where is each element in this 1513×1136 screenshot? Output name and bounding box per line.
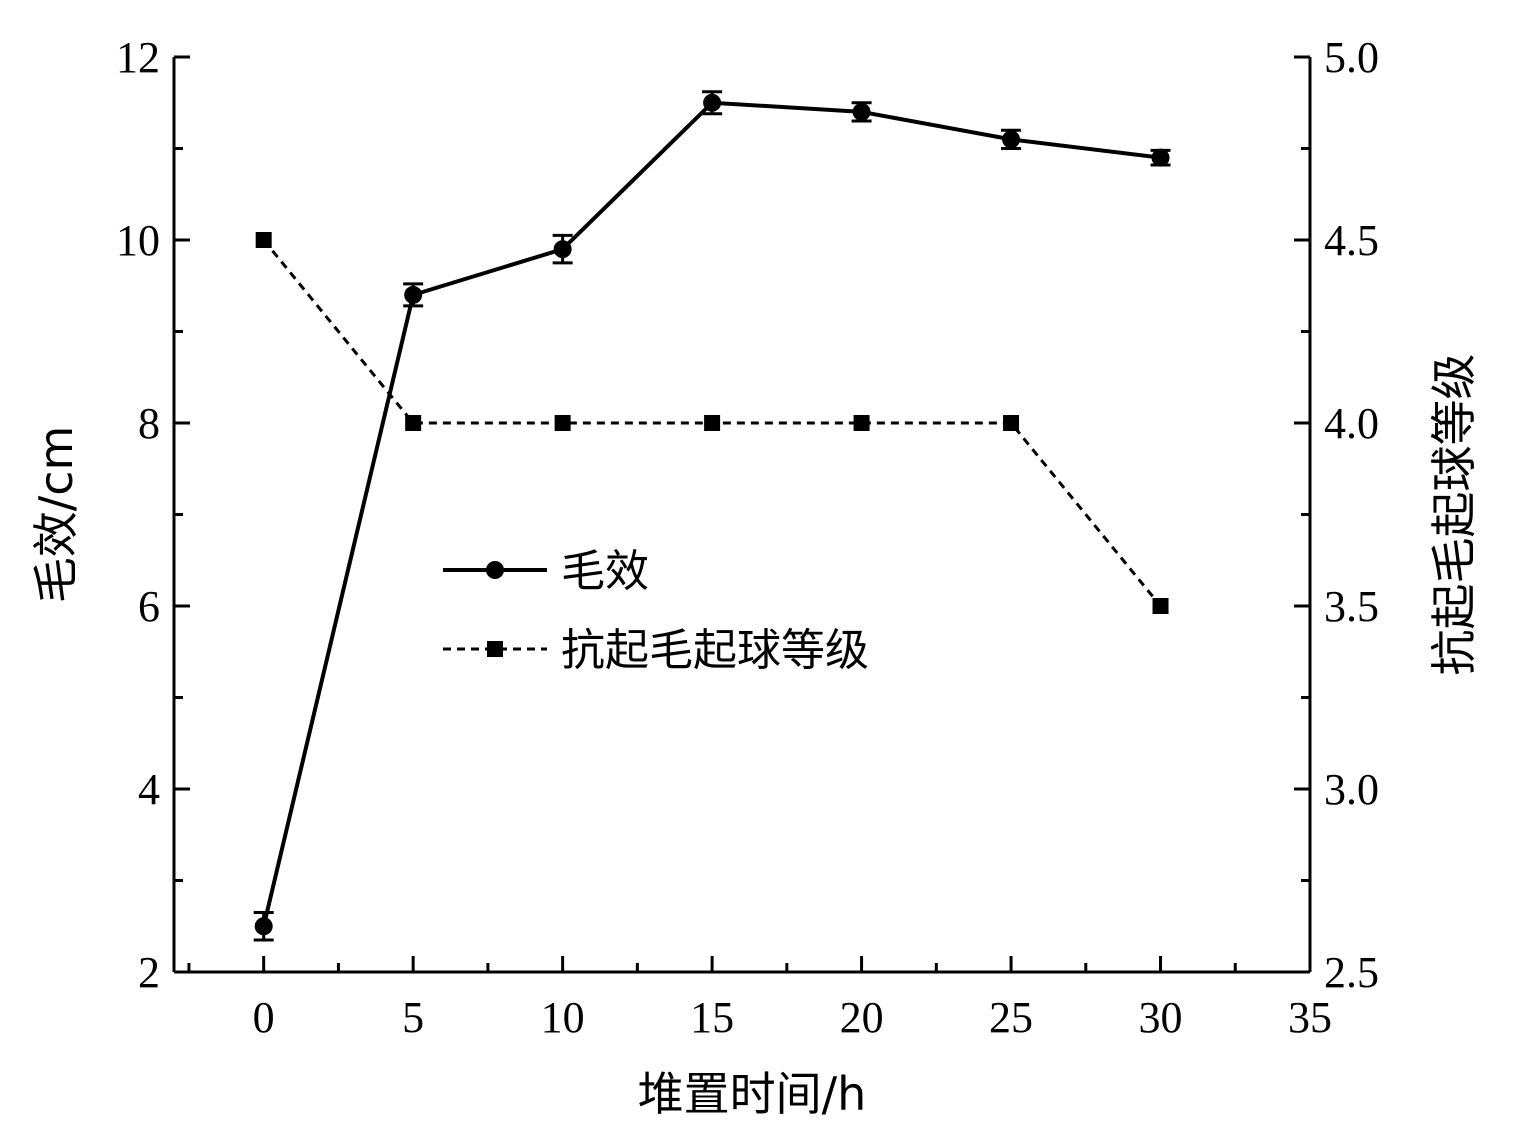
data-point-circle (852, 102, 871, 121)
y-right-tick-label: 2.5 (1324, 948, 1379, 997)
data-point-square (704, 415, 721, 431)
data-point-circle (1002, 130, 1021, 149)
x-tick-label: 0 (253, 993, 275, 1042)
legend-entry-1: 毛效 (443, 546, 649, 597)
series-1 (253, 90, 1171, 942)
series-2 (255, 232, 1169, 614)
x-tick-label: 5 (402, 993, 424, 1042)
data-point-square (1152, 598, 1169, 614)
legend-entry-2: 抗起毛起球等级 (443, 625, 869, 676)
data-point-circle (553, 240, 572, 259)
x-tick-label: 10 (541, 993, 585, 1042)
y-left-tick-label: 6 (138, 582, 160, 631)
data-point-circle (254, 917, 273, 936)
y-left-tick-label: 4 (138, 765, 160, 814)
legend-label: 毛效 (561, 546, 649, 597)
legend-label: 抗起毛起球等级 (561, 625, 869, 676)
data-point-square (255, 232, 272, 248)
x-axis-title: 堆置时间/h (638, 1067, 867, 1121)
y-left-axis-title: 毛效/cm (29, 426, 83, 604)
x-tick-label: 25 (989, 993, 1033, 1042)
y-left-tick-label: 10 (116, 216, 160, 265)
legend-marker-circle (486, 561, 504, 579)
x-tick-label: 30 (1139, 993, 1183, 1042)
legend-marker-square (487, 641, 503, 657)
x-tick-label: 35 (1288, 993, 1332, 1042)
y-left-tick-label: 8 (138, 399, 160, 448)
series-1-line (261, 100, 1161, 927)
series (253, 90, 1171, 942)
data-point-square (554, 415, 571, 431)
y-right-tick-label: 5.0 (1324, 33, 1379, 82)
y-right-axis-title: 抗起毛起球等级 (1427, 354, 1481, 676)
data-point-square (1003, 415, 1020, 431)
y-right-tick-label: 4.0 (1324, 399, 1379, 448)
y-left-tick-label: 12 (116, 33, 160, 82)
ticks: 0 5 10 15 20 25 30 35 2 4 6 8 10 12 2.5 3.0 3.5 4.0 4.5 5.0 (116, 33, 1379, 1042)
y-right-tick-label: 3.0 (1324, 765, 1379, 814)
data-point-circle (1151, 148, 1170, 167)
y-left-tick-label: 2 (138, 948, 160, 997)
data-point-circle (404, 285, 423, 304)
data-point-square (853, 415, 870, 431)
x-tick-label: 15 (690, 993, 734, 1042)
x-tick-label: 20 (840, 993, 884, 1042)
axes (172, 57, 1312, 974)
y-right-tick-label: 4.5 (1324, 216, 1379, 265)
data-point-circle (703, 93, 722, 112)
y-right-tick-label: 3.5 (1324, 582, 1379, 631)
data-point-square (405, 415, 422, 431)
